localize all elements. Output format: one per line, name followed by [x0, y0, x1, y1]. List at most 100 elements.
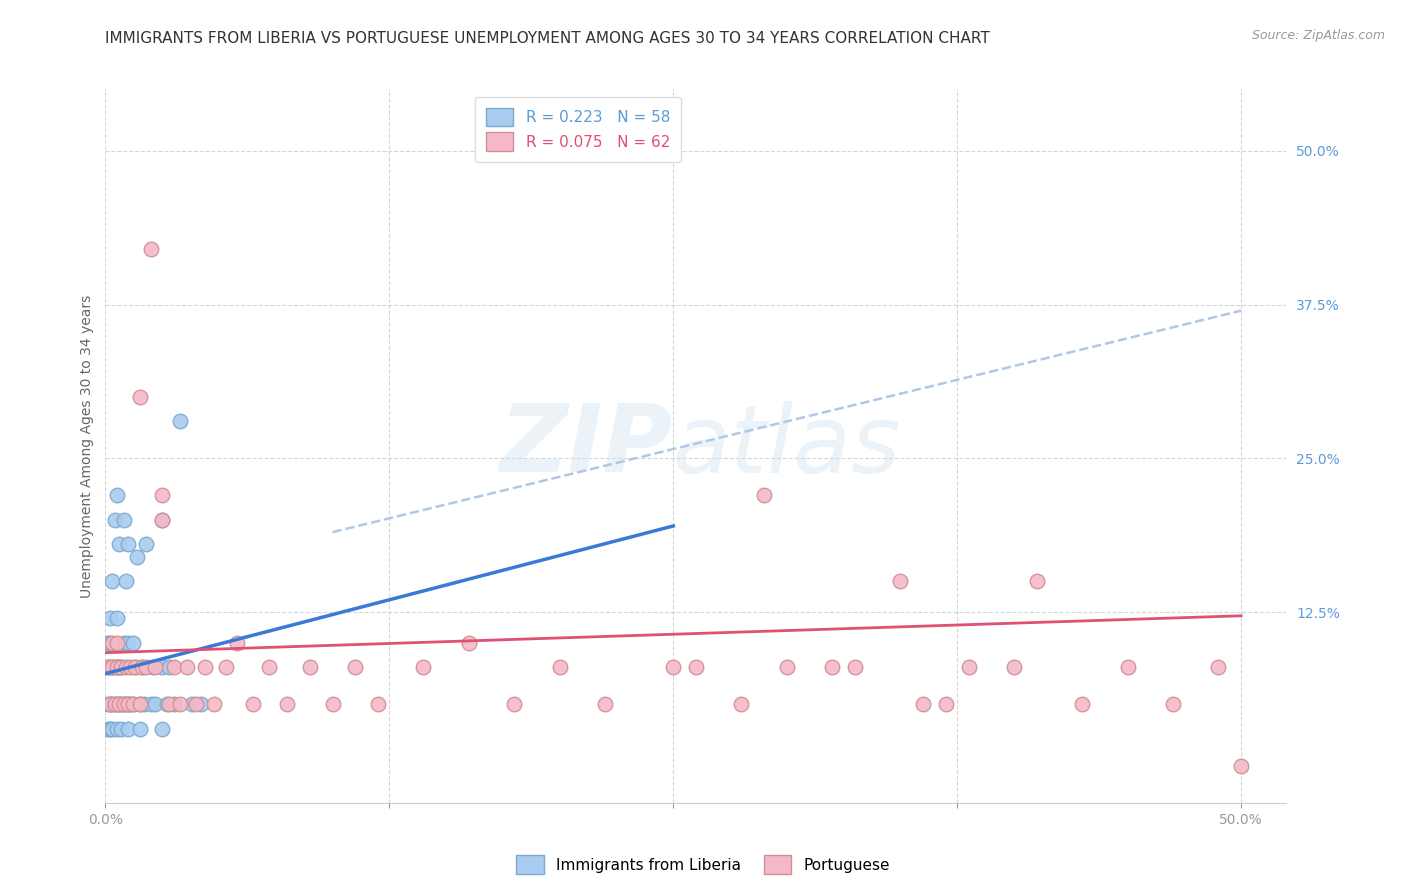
- Text: atlas: atlas: [672, 401, 901, 491]
- Point: [204, 698, 226, 712]
- Point: [162, 698, 184, 712]
- Point: [190, 698, 212, 712]
- Point: [117, 722, 139, 736]
- Point: [103, 513, 125, 527]
- Point: [226, 636, 249, 650]
- Point: [103, 698, 125, 712]
- Point: [115, 660, 138, 674]
- Point: [98, 722, 121, 736]
- Point: [112, 513, 135, 527]
- Point: [322, 698, 344, 712]
- Point: [108, 698, 131, 712]
- Point: [1025, 574, 1047, 589]
- Point: [124, 660, 146, 674]
- Point: [162, 660, 184, 674]
- Point: [150, 513, 173, 527]
- Point: [112, 636, 135, 650]
- Point: [1208, 660, 1230, 674]
- Point: [128, 698, 150, 712]
- Point: [412, 660, 434, 674]
- Point: [1230, 759, 1253, 773]
- Point: [98, 660, 121, 674]
- Point: [503, 698, 526, 712]
- Point: [142, 660, 165, 674]
- Point: [145, 698, 167, 712]
- Point: [186, 698, 208, 712]
- Point: [128, 698, 150, 712]
- Point: [548, 660, 571, 674]
- Point: [935, 698, 957, 712]
- Point: [110, 722, 132, 736]
- Point: [169, 698, 191, 712]
- Point: [135, 660, 157, 674]
- Point: [1116, 660, 1139, 674]
- Point: [889, 574, 911, 589]
- Point: [145, 660, 167, 674]
- Point: [97, 722, 120, 736]
- Point: [103, 698, 125, 712]
- Point: [121, 636, 143, 650]
- Point: [105, 611, 128, 625]
- Point: [957, 660, 980, 674]
- Text: IMMIGRANTS FROM LIBERIA VS PORTUGUESE UNEMPLOYMENT AMONG AGES 30 TO 34 YEARS COR: IMMIGRANTS FROM LIBERIA VS PORTUGUESE UN…: [105, 31, 990, 46]
- Point: [194, 660, 217, 674]
- Point: [97, 698, 120, 712]
- Point: [108, 537, 131, 551]
- Point: [1002, 660, 1025, 674]
- Point: [131, 660, 153, 674]
- Point: [128, 722, 150, 736]
- Point: [150, 660, 173, 674]
- Point: [132, 698, 155, 712]
- Point: [120, 660, 142, 674]
- Point: [101, 574, 124, 589]
- Point: [776, 660, 799, 674]
- Point: [150, 722, 173, 736]
- Point: [105, 488, 128, 502]
- Point: [105, 660, 128, 674]
- Point: [97, 660, 120, 674]
- Point: [298, 660, 321, 674]
- Point: [121, 698, 143, 712]
- Point: [157, 698, 180, 712]
- Point: [139, 242, 162, 256]
- Point: [101, 660, 124, 674]
- Point: [98, 698, 121, 712]
- Point: [101, 660, 124, 674]
- Point: [101, 722, 124, 736]
- Point: [131, 660, 153, 674]
- Point: [117, 698, 139, 712]
- Point: [662, 660, 685, 674]
- Point: [120, 698, 142, 712]
- Point: [135, 537, 157, 551]
- Point: [108, 698, 131, 712]
- Point: [98, 698, 121, 712]
- Point: [180, 698, 202, 712]
- Text: Source: ZipAtlas.com: Source: ZipAtlas.com: [1251, 29, 1385, 42]
- Point: [117, 537, 139, 551]
- Legend: R = 0.223   N = 58, R = 0.075   N = 62: R = 0.223 N = 58, R = 0.075 N = 62: [475, 97, 681, 161]
- Point: [1161, 698, 1184, 712]
- Point: [139, 698, 162, 712]
- Point: [150, 513, 173, 527]
- Point: [821, 660, 844, 674]
- Point: [344, 660, 367, 674]
- Point: [115, 698, 138, 712]
- Point: [150, 488, 173, 502]
- Point: [101, 698, 124, 712]
- Point: [730, 698, 752, 712]
- Point: [110, 660, 132, 674]
- Point: [121, 698, 143, 712]
- Point: [110, 660, 132, 674]
- Point: [242, 698, 264, 712]
- Point: [457, 636, 479, 650]
- Point: [176, 660, 198, 674]
- Point: [97, 660, 120, 674]
- Point: [844, 660, 866, 674]
- Point: [117, 636, 139, 650]
- Point: [105, 660, 128, 674]
- Point: [103, 660, 125, 674]
- Point: [276, 698, 298, 712]
- Point: [157, 660, 180, 674]
- Legend: Immigrants from Liberia, Portuguese: Immigrants from Liberia, Portuguese: [510, 849, 896, 880]
- Point: [108, 660, 131, 674]
